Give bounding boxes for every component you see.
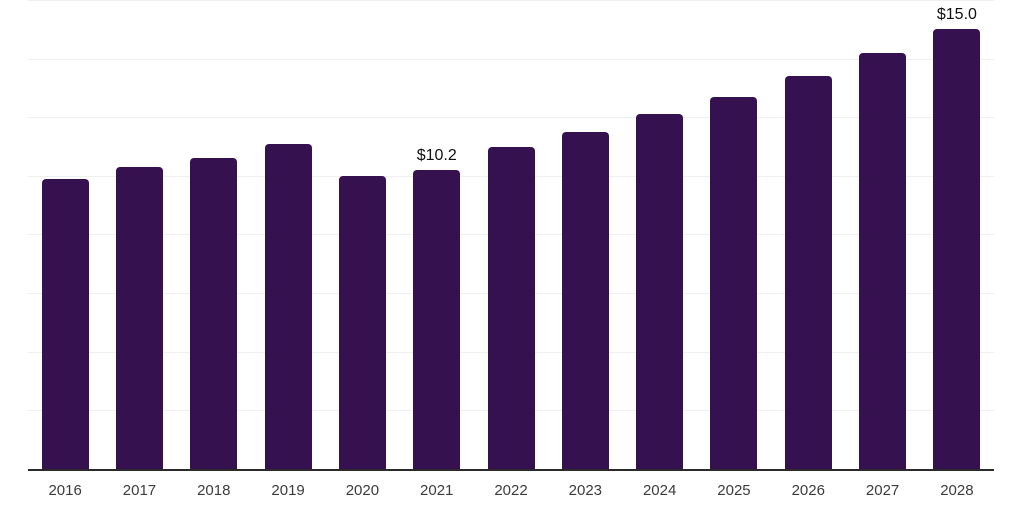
bar <box>933 29 981 469</box>
x-tick-label: 2016 <box>48 482 82 499</box>
bar-group-2023 <box>548 0 622 469</box>
x-tick-label: 2024 <box>642 482 677 499</box>
x-tick-label: 2027 <box>865 482 900 499</box>
bar <box>41 178 89 469</box>
plot-area: $10.2 $15.0 <box>28 0 994 469</box>
bars-container: $10.2 $15.0 <box>28 0 994 469</box>
bar <box>487 146 535 469</box>
bar <box>338 175 386 469</box>
bar-group-2018 <box>177 0 251 469</box>
bar <box>784 76 832 469</box>
bar-group-2025 <box>697 0 771 469</box>
bar <box>710 96 758 469</box>
bar <box>859 52 907 469</box>
bar-value-label: $10.2 <box>416 147 457 165</box>
bar <box>190 158 238 469</box>
x-tick-label: 2021 <box>420 482 454 499</box>
bar <box>561 131 609 469</box>
bar-group-2020 <box>325 0 399 469</box>
x-tick-label: 2020 <box>345 482 380 499</box>
bar-group-2027 <box>845 0 919 469</box>
gridline <box>28 59 994 60</box>
bar-group-2024 <box>623 0 697 469</box>
x-tick-label: 2017 <box>122 482 157 499</box>
bar-group-2026 <box>771 0 845 469</box>
bar <box>636 114 684 469</box>
bar <box>264 143 312 469</box>
bar-value-label: $15.0 <box>936 6 977 24</box>
bar-group-2022 <box>474 0 548 469</box>
bar-group-2017 <box>102 0 176 469</box>
x-tick-label: 2025 <box>717 482 751 499</box>
gridline <box>28 0 994 1</box>
x-axis-line <box>28 469 994 471</box>
x-tick-label: 2028 <box>940 482 974 499</box>
x-tick-label: 2026 <box>791 482 825 499</box>
x-axis-labels: 2016 2017 2018 2019 2020 2021 2022 2023 2024 2025… <box>28 481 994 503</box>
gridline <box>28 117 994 118</box>
bar-group-2016 <box>28 0 102 469</box>
bar-group-2019 <box>251 0 325 469</box>
x-tick-label: 2019 <box>271 482 305 499</box>
bar-group-2021: $10.2 <box>400 0 474 469</box>
bar <box>413 170 461 469</box>
x-tick-label: 2022 <box>494 482 528 499</box>
x-tick-label: 2018 <box>197 482 231 499</box>
bar <box>115 167 163 469</box>
x-tick-label: 2023 <box>568 482 603 499</box>
bar-group-2028: $15.0 <box>920 0 994 469</box>
